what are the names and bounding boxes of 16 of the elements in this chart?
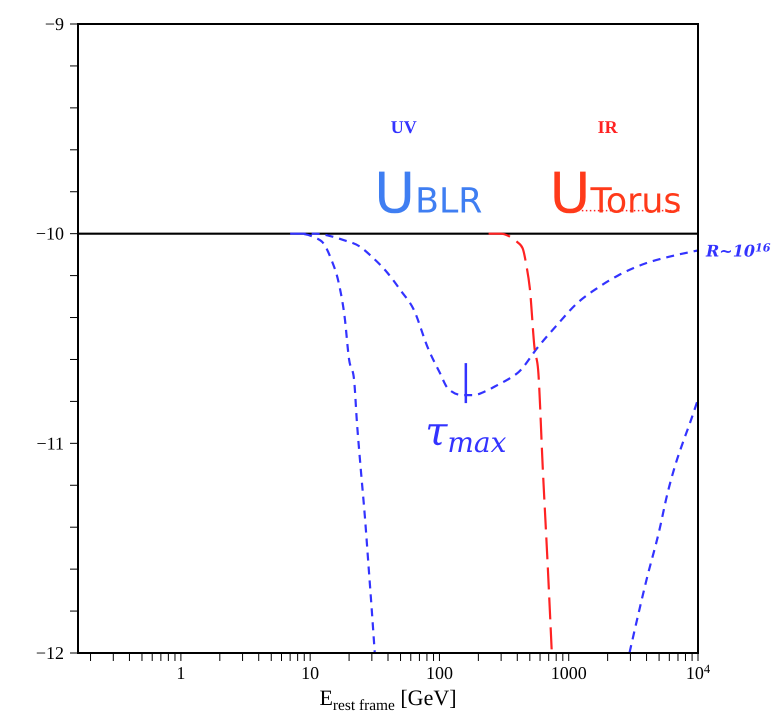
annotation: IR: [598, 117, 619, 138]
y-tick-label: −11: [36, 433, 64, 454]
x-axis-title: E$_{rest frame}$ [GeV]: [319, 685, 457, 714]
y-tick-label: −9: [44, 14, 64, 34]
annotation: R~10$^{16}$: [705, 240, 771, 260]
x-tick-label: 1000: [550, 663, 587, 683]
y-tick-label: −12: [36, 643, 64, 663]
x-tick-label: 10: [301, 663, 320, 683]
annotation: UV: [390, 117, 417, 138]
annotation: UBLR: [374, 162, 482, 227]
x-tick-label: 1: [176, 663, 186, 683]
x-tick-label: 10$^{4}$: [686, 662, 711, 683]
annotation: UTorus: [550, 162, 682, 227]
x-tick-label: 100: [426, 663, 453, 683]
annotation: τ$_{max}$: [425, 409, 507, 460]
y-tick-label: −10: [36, 224, 64, 244]
